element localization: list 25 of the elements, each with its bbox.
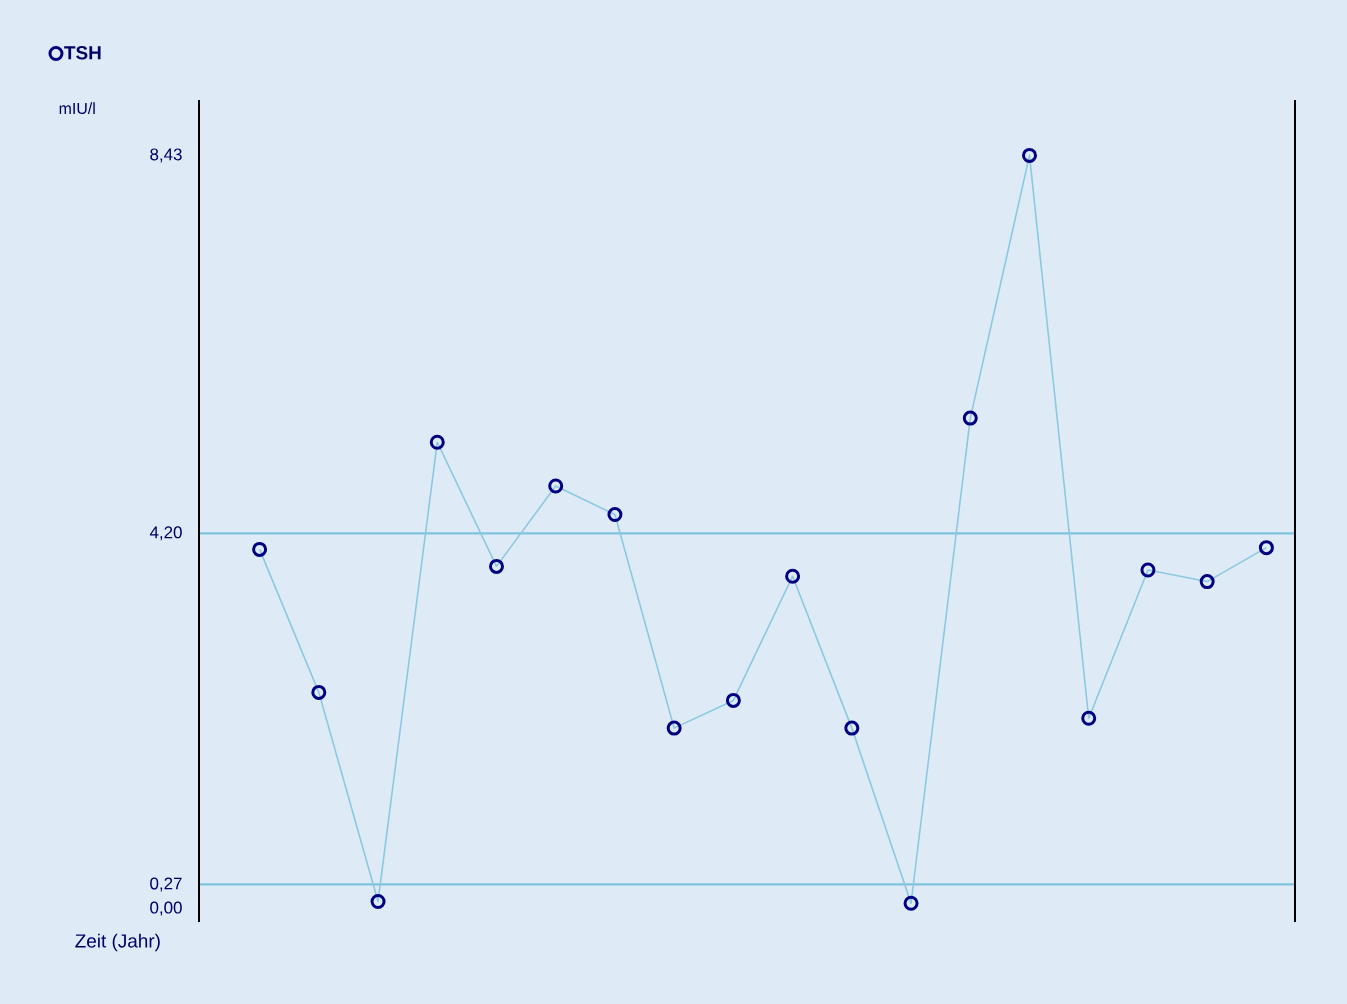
y-tick-label: 0,00 — [150, 901, 182, 916]
point — [1022, 147, 1037, 163]
point — [548, 478, 564, 494]
point — [785, 568, 801, 584]
point — [311, 684, 327, 700]
point — [1258, 540, 1274, 556]
y-tick-label: 4,20 — [149, 526, 182, 541]
point — [725, 692, 741, 708]
x-axis-title: Zeit (Jahr) — [75, 933, 160, 952]
point — [429, 434, 445, 450]
point — [488, 558, 504, 574]
point — [370, 893, 386, 909]
y-tick-label: 0,27 — [150, 877, 182, 892]
point — [252, 541, 268, 557]
legend-label: TSH — [64, 46, 101, 60]
y-axis-title: mIU/l — [59, 102, 95, 115]
point — [666, 720, 682, 736]
point — [607, 507, 623, 523]
point — [962, 410, 978, 426]
point — [1199, 574, 1215, 590]
point — [903, 895, 919, 911]
y-tick-label: 8,43 — [150, 148, 182, 163]
point — [1140, 562, 1156, 578]
point — [844, 720, 860, 736]
point — [1081, 710, 1097, 726]
